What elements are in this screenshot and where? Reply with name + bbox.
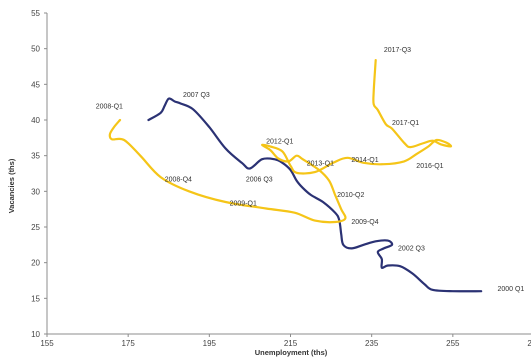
y-tick-label: 40 (31, 116, 40, 125)
point-label: 2016-Q1 (416, 163, 443, 170)
series-line-1 (147, 97, 483, 293)
series-line-2 (108, 59, 453, 224)
point-label: 2009-Q4 (351, 219, 378, 226)
point-label: 2007 Q3 (183, 92, 210, 99)
x-tick-label: 155 (40, 339, 54, 348)
series (108, 59, 483, 293)
x-tick-label: 235 (365, 339, 379, 348)
y-tick-label: 55 (31, 9, 40, 18)
point-label: 2009-Q1 (230, 201, 257, 208)
point-label: 2010-Q2 (337, 192, 364, 199)
point-label: 2017-Q1 (392, 120, 419, 127)
point-label: 2014-Q1 (351, 157, 378, 164)
point-label: 2006 Q3 (246, 176, 273, 183)
point-label: 2002 Q3 (398, 246, 425, 253)
y-tick-label: 25 (31, 223, 40, 232)
y-tick-label: 20 (31, 259, 40, 268)
axes (46, 13, 531, 335)
x-tick-label: 175 (121, 339, 135, 348)
x-tick-label: 255 (446, 339, 460, 348)
y-tick-label: 30 (31, 187, 40, 196)
point-label: 2012-Q1 (266, 139, 293, 146)
y-axis-title: Vacancies (ths) (7, 158, 16, 213)
point-label: 2013-Q1 (307, 161, 334, 168)
x-axis-title: Unemployment (ths) (255, 348, 328, 357)
y-tick-label: 10 (31, 330, 40, 339)
point-label: 2000 Q1 (497, 286, 524, 293)
y-tick-label: 15 (31, 294, 40, 303)
point-labels: 2000 Q1 2002 Q3 2006 Q3 2007 Q3 2008-Q1 2008-… (96, 47, 525, 293)
point-label: 2017-Q3 (384, 47, 411, 54)
x-tick-label: 195 (203, 339, 217, 348)
y-tick-label: 50 (31, 45, 40, 54)
point-label: 2008-Q4 (165, 176, 192, 183)
ticks: 155 175 195 215 235 255 275 10 15 20 25 30 35 40 45 50 5… (31, 9, 531, 348)
y-tick-label: 35 (31, 152, 40, 161)
point-label: 2008-Q1 (96, 104, 123, 111)
y-tick-label: 45 (31, 80, 40, 89)
x-tick-label: 275 (527, 339, 531, 348)
x-tick-label: 215 (284, 339, 298, 348)
